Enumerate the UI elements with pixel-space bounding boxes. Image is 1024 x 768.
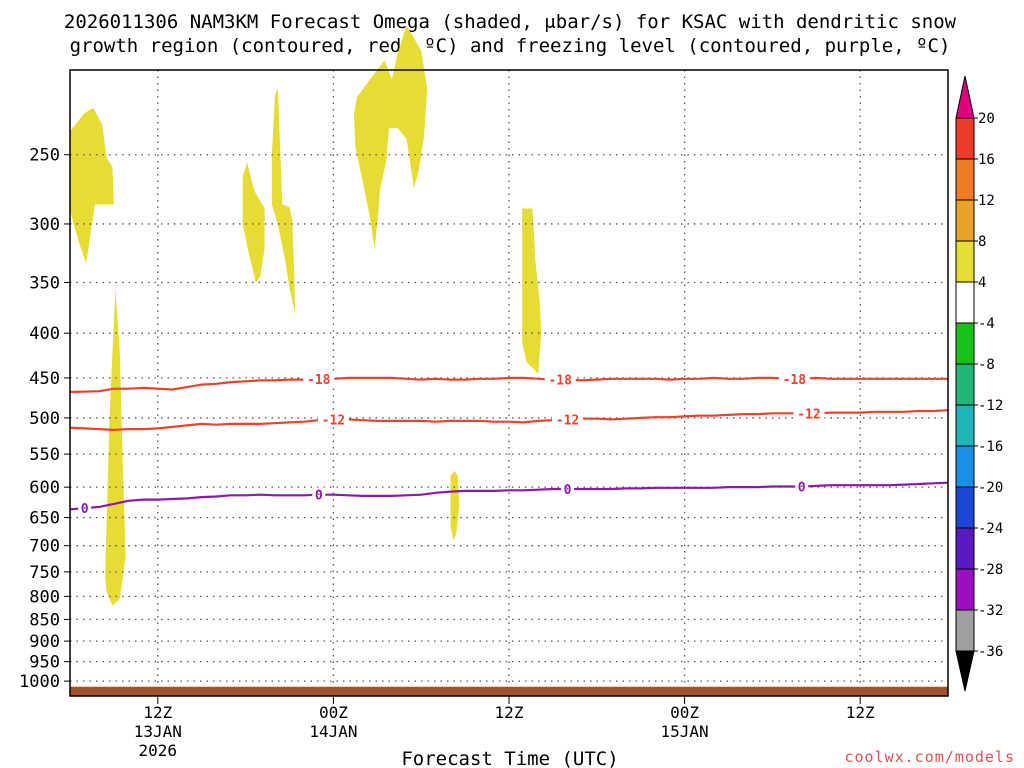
snow-growth-minus12-label-2: -12 <box>556 413 579 428</box>
x-axis-label: Forecast Time (UTC) <box>401 748 618 768</box>
omega-region-6 <box>450 471 460 541</box>
x-tick-label-54-1: 12Z <box>846 703 875 722</box>
colorbar-label-11: -24 <box>978 521 1003 537</box>
colorbar-label-6: -4 <box>978 316 995 332</box>
snow-growth-minus12-label-1: -12 <box>322 413 345 428</box>
colorbar-bin-10 <box>955 486 975 529</box>
colorbar-label-2: 16 <box>978 152 995 168</box>
colorbar-bin-8 <box>955 404 975 447</box>
x-tick-label-42-1: 00Z <box>670 703 699 722</box>
snow-growth-minus12-label-bg-2 <box>552 412 584 427</box>
snow-growth-minus18-label-bg-2 <box>544 372 576 387</box>
x-tick-label-6-3: 2026 <box>139 741 178 760</box>
omega-region-2 <box>105 287 126 606</box>
omega-region-4 <box>271 88 296 314</box>
snow-growth-minus12-label-bg-1 <box>317 412 349 427</box>
colorbar-bin-6 <box>955 322 975 365</box>
colorbar-label-9: -16 <box>978 439 1003 455</box>
colorbar-bin-9 <box>955 445 975 488</box>
colorbar-bin-12 <box>955 568 975 611</box>
x-tick-label-30-1: 12Z <box>495 703 524 722</box>
y-tick-label-850: 850 <box>29 610 60 630</box>
x-tick-label-18-1: 00Z <box>319 703 348 722</box>
colorbar-bin-3 <box>955 199 975 242</box>
y-tick-label-1000: 1000 <box>19 672 60 692</box>
y-axis: 2503003504004505005506006507007508008509… <box>19 146 70 692</box>
y-tick-label-600: 600 <box>29 478 60 498</box>
snow-growth-minus18-label-3: -18 <box>783 373 807 388</box>
colorbar-bin-13 <box>955 609 975 652</box>
y-tick-label-950: 950 <box>29 653 60 673</box>
freezing-level-0-label-3: 0 <box>564 483 572 498</box>
colorbar-bin-4 <box>955 240 975 283</box>
credit-text: coolwx.com/models <box>844 748 1015 766</box>
x-tick-label-6-1: 12Z <box>143 703 172 722</box>
y-tick-label-400: 400 <box>29 324 60 344</box>
y-tick-label-800: 800 <box>29 587 60 607</box>
snow-growth-minus12-label-3: -12 <box>797 407 820 422</box>
surface-terrain-band <box>70 686 948 696</box>
colorbar-label-12: -28 <box>978 562 1003 578</box>
chart-title-line1: 2026011306 NAM3KM Forecast Omega (shaded… <box>64 11 957 33</box>
colorbar-bin-1 <box>955 117 975 160</box>
chart-title-line2: growth region (contoured, red, ºC) and f… <box>70 35 951 57</box>
colorbar-label-14: -36 <box>978 644 1003 660</box>
colorbar-bin-5 <box>955 281 975 324</box>
omega-region-1 <box>70 107 114 264</box>
y-tick-label-300: 300 <box>29 215 60 235</box>
freezing-level-0-label-bg-1 <box>78 501 92 516</box>
colorbar-label-8: -12 <box>978 398 1003 414</box>
x-tick-label-42-2: 15JAN <box>661 722 709 741</box>
snow-growth-minus18-label-1: -18 <box>307 373 331 388</box>
snow-growth-minus18-label-2: -18 <box>548 374 572 389</box>
colorbar-label-10: -20 <box>978 480 1003 496</box>
snow-growth-minus12-label-bg-3 <box>793 406 825 421</box>
omega-region-7 <box>522 208 542 374</box>
freezing-level-0-label-bg-4 <box>795 479 809 494</box>
colorbar-label-5: 4 <box>978 275 986 291</box>
x-tick-label-6-2: 13JAN <box>134 722 182 741</box>
colorbar-label-13: -32 <box>978 603 1003 619</box>
omega-region-3 <box>242 162 265 283</box>
colorbar-label-4: 8 <box>978 234 986 250</box>
y-tick-label-900: 900 <box>29 632 60 652</box>
y-tick-label-450: 450 <box>29 369 60 389</box>
y-tick-label-350: 350 <box>29 273 60 293</box>
contour-layer: -18 -18 -18 -12 -12 -12 0 0 0 0 <box>69 371 949 517</box>
colorbar-label-1: 20 <box>978 111 995 127</box>
snow-growth-minus18-label-bg-1 <box>303 371 335 386</box>
surface-layer <box>70 686 948 696</box>
colorbar-bin-2 <box>955 158 975 201</box>
omega-colorbar: 20 16 12 8 4 -4 -8 -12 -16 -20 -24 -28 -32 -36 <box>955 75 1003 692</box>
plot-area: -18 -18 -18 -12 -12 -12 0 0 0 0 <box>69 25 949 697</box>
freezing-level-0-label-4: 0 <box>798 481 806 496</box>
y-tick-label-550: 550 <box>29 445 60 465</box>
freezing-level-0-label-2: 0 <box>315 489 323 504</box>
colorbar-label-7: -8 <box>978 357 995 373</box>
colorbar-bin-7 <box>955 363 975 406</box>
omega-shading-layer <box>70 25 542 606</box>
omega-region-5 <box>353 25 428 249</box>
colorbar-label-3: 12 <box>978 193 995 209</box>
colorbar-top-arrow <box>955 75 975 119</box>
colorbar-bottom-arrow <box>955 650 975 692</box>
freezing-level-0-label-1: 0 <box>81 502 89 517</box>
colorbar-bin-11 <box>955 527 975 570</box>
y-tick-label-650: 650 <box>29 509 60 529</box>
y-tick-label-500: 500 <box>29 409 60 429</box>
snow-growth-minus18-label-bg-3 <box>778 371 810 386</box>
freezing-level-0-label-bg-2 <box>312 487 326 502</box>
y-tick-label-250: 250 <box>29 146 60 166</box>
y-tick-label-750: 750 <box>29 563 60 583</box>
x-tick-label-18-2: 14JAN <box>309 722 357 741</box>
freezing-level-0-label-bg-3 <box>561 482 575 497</box>
y-tick-label-700: 700 <box>29 537 60 557</box>
